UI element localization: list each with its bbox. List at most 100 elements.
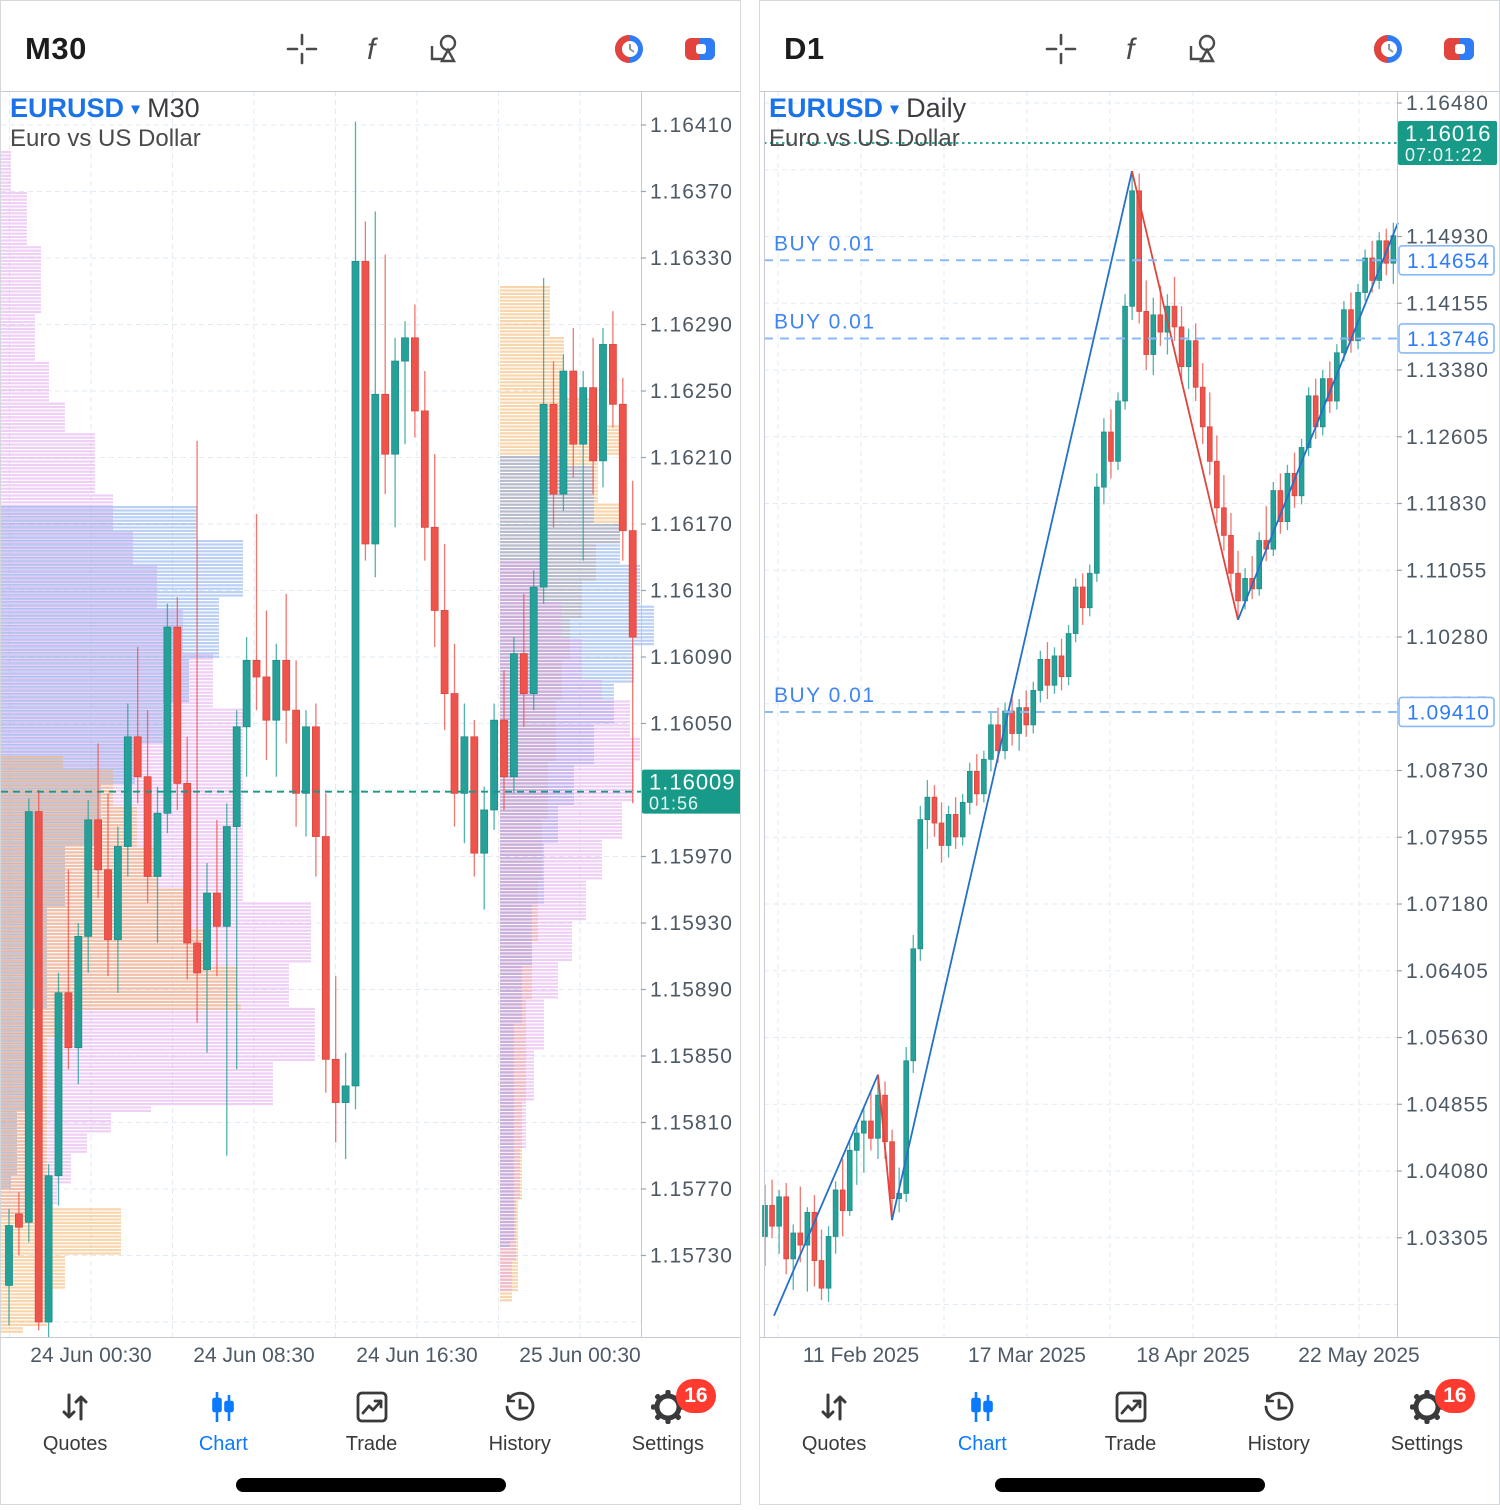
tab-chart[interactable]: Chart bbox=[149, 1379, 297, 1475]
one-click-trading-icon[interactable] bbox=[1442, 32, 1476, 66]
current-price-time: 07:01:22 bbox=[1405, 145, 1483, 165]
chart-icon bbox=[212, 1392, 235, 1422]
buy-order-price-box: 1.13746 bbox=[1407, 328, 1490, 351]
price-axis-tick: 1.15850 bbox=[650, 1045, 733, 1068]
chart-area-d1[interactable]: BUY 0.01 BUY 0.01 BUY 0.01 1.16480 1.14930 1.… bbox=[760, 91, 1500, 1338]
tab-quotes-label: Quotes bbox=[801, 1433, 867, 1455]
crosshair-icon[interactable] bbox=[285, 32, 319, 66]
bottom-navbar: Quotes Chart Trade History Settings 16 bbox=[1, 1379, 740, 1475]
objects-icon[interactable] bbox=[1186, 32, 1220, 66]
timeframe-title: M30 bbox=[25, 31, 87, 66]
time-axis: 24 Jun 00:30 24 Jun 08:30 24 Jun 16:30 25 J… bbox=[1, 1341, 740, 1375]
trading-sessions-icon[interactable] bbox=[612, 32, 646, 66]
tab-settings-label: Settings bbox=[631, 1433, 705, 1455]
current-price-time: 01:56 bbox=[649, 794, 699, 814]
buy-order-price-box: 1.09410 bbox=[1407, 701, 1490, 724]
price-axis-tick: 1.15890 bbox=[650, 979, 733, 1002]
quotes-icon bbox=[62, 1393, 88, 1421]
price-axis-tick: 1.15970 bbox=[650, 846, 733, 869]
tab-trade[interactable]: Trade bbox=[1056, 1379, 1204, 1475]
tab-trade-label: Trade bbox=[345, 1433, 398, 1455]
tab-history-label: History bbox=[1247, 1433, 1310, 1455]
crosshair-icon[interactable] bbox=[1044, 32, 1078, 66]
time-axis-label: 24 Jun 00:30 bbox=[30, 1344, 152, 1367]
buy-order-label: BUY 0.01 bbox=[774, 232, 876, 255]
time-axis-label: 18 Apr 2025 bbox=[1136, 1344, 1250, 1367]
chart-panel-m30: M30 f 1.16410 1.16370 1.16330 1.16290 1.1625… bbox=[0, 0, 741, 1505]
price-axis-tick: 1.16250 bbox=[650, 380, 733, 403]
objects-icon[interactable] bbox=[427, 32, 461, 66]
tab-settings[interactable]: Settings 16 bbox=[1353, 1379, 1499, 1475]
price-axis-tick: 1.16330 bbox=[650, 247, 733, 270]
settings-gear-icon bbox=[1409, 1390, 1444, 1424]
tab-settings[interactable]: Settings 16 bbox=[594, 1379, 740, 1475]
tab-trade-label: Trade bbox=[1104, 1433, 1157, 1455]
price-axis-tick: 1.08730 bbox=[1406, 760, 1489, 783]
history-icon bbox=[1264, 1391, 1294, 1421]
tab-chart[interactable]: Chart bbox=[908, 1379, 1056, 1475]
price-axis-tick: 1.06405 bbox=[1406, 960, 1489, 983]
price-axis-tick: 1.16290 bbox=[650, 314, 733, 337]
chart-icon bbox=[971, 1392, 994, 1422]
price-axis-tick: 1.03305 bbox=[1406, 1227, 1489, 1250]
price-axis-tick: 1.05630 bbox=[1406, 1027, 1489, 1050]
toolbar: M30 f bbox=[1, 1, 740, 91]
time-axis-label: 11 Feb 2025 bbox=[802, 1344, 920, 1367]
trading-sessions-icon[interactable] bbox=[1371, 32, 1405, 66]
bottom-navbar: Quotes Chart Trade History Settings 16 bbox=[760, 1379, 1499, 1475]
tab-trade[interactable]: Trade bbox=[297, 1379, 445, 1475]
toolbar: D1 f bbox=[760, 1, 1499, 91]
home-indicator[interactable] bbox=[994, 1478, 1265, 1492]
settings-badge: 16 bbox=[1434, 1379, 1475, 1413]
tab-history[interactable]: History bbox=[1205, 1379, 1353, 1475]
chart-panel-d1: D1 f BUY 0.01 BUY 0.01 BUY 0.01 1.16480 1.14… bbox=[759, 0, 1500, 1505]
home-indicator[interactable] bbox=[235, 1478, 506, 1492]
tab-settings-label: Settings bbox=[1390, 1433, 1464, 1455]
price-axis-tick: 1.14155 bbox=[1406, 292, 1489, 315]
time-axis-label: 25 Jun 00:30 bbox=[519, 1344, 641, 1367]
tab-chart-label: Chart bbox=[198, 1433, 248, 1455]
current-price-value: 1.16009 bbox=[649, 770, 736, 795]
price-axis-tick: 1.16050 bbox=[650, 713, 733, 736]
price-axis-tick: 1.15810 bbox=[650, 1112, 733, 1135]
tab-quotes[interactable]: Quotes bbox=[1, 1379, 149, 1475]
tab-history-label: History bbox=[488, 1433, 551, 1455]
price-axis-tick: 1.12605 bbox=[1406, 426, 1489, 449]
price-axis-tick: 1.16130 bbox=[650, 580, 733, 603]
price-axis-tick: 1.16090 bbox=[650, 646, 733, 669]
price-axis-tick: 1.16480 bbox=[1406, 92, 1489, 115]
svg-text:f: f bbox=[367, 33, 378, 66]
one-click-trading-icon[interactable] bbox=[683, 32, 717, 66]
functions-icon[interactable]: f bbox=[357, 32, 391, 66]
buy-order-label: BUY 0.01 bbox=[774, 684, 876, 707]
functions-icon[interactable]: f bbox=[1116, 32, 1150, 66]
svg-text:f: f bbox=[1126, 33, 1137, 66]
price-axis-tick: 1.10280 bbox=[1406, 626, 1489, 649]
price-axis-tick: 1.16210 bbox=[650, 447, 733, 470]
quotes-icon bbox=[821, 1393, 847, 1421]
history-icon bbox=[505, 1391, 535, 1421]
trade-icon bbox=[1115, 1391, 1146, 1423]
price-axis-tick: 1.16170 bbox=[650, 513, 733, 536]
price-axis-tick: 1.16370 bbox=[650, 181, 733, 204]
settings-badge: 16 bbox=[675, 1379, 716, 1413]
price-axis-tick: 1.07955 bbox=[1406, 826, 1489, 849]
buy-order-label: BUY 0.01 bbox=[774, 310, 876, 333]
price-axis-tick: 1.16410 bbox=[650, 114, 733, 137]
price-axis-tick: 1.13380 bbox=[1406, 359, 1489, 382]
time-axis-label: 24 Jun 08:30 bbox=[193, 1344, 315, 1367]
candlestick-chart-m30[interactable]: 1.16410 1.16370 1.16330 1.16290 1.16250 1.162… bbox=[1, 91, 741, 1338]
price-axis-tick: 1.15730 bbox=[650, 1245, 733, 1268]
tab-chart-label: Chart bbox=[957, 1433, 1007, 1455]
price-axis-tick: 1.07180 bbox=[1406, 893, 1489, 916]
tab-history[interactable]: History bbox=[446, 1379, 594, 1475]
tab-quotes[interactable]: Quotes bbox=[760, 1379, 908, 1475]
tab-quotes-label: Quotes bbox=[42, 1433, 108, 1455]
chart-area-m30[interactable]: 1.16410 1.16370 1.16330 1.16290 1.16250 1.162… bbox=[1, 91, 741, 1338]
price-axis-tick: 1.04080 bbox=[1406, 1160, 1489, 1183]
trade-icon bbox=[356, 1391, 387, 1423]
price-axis-tick: 1.14930 bbox=[1406, 226, 1489, 249]
candlestick-chart-d1[interactable]: BUY 0.01 BUY 0.01 BUY 0.01 1.16480 1.14930 1.… bbox=[760, 91, 1500, 1338]
price-axis-tick: 1.11055 bbox=[1406, 559, 1487, 582]
timeframe-title: D1 bbox=[784, 31, 825, 66]
